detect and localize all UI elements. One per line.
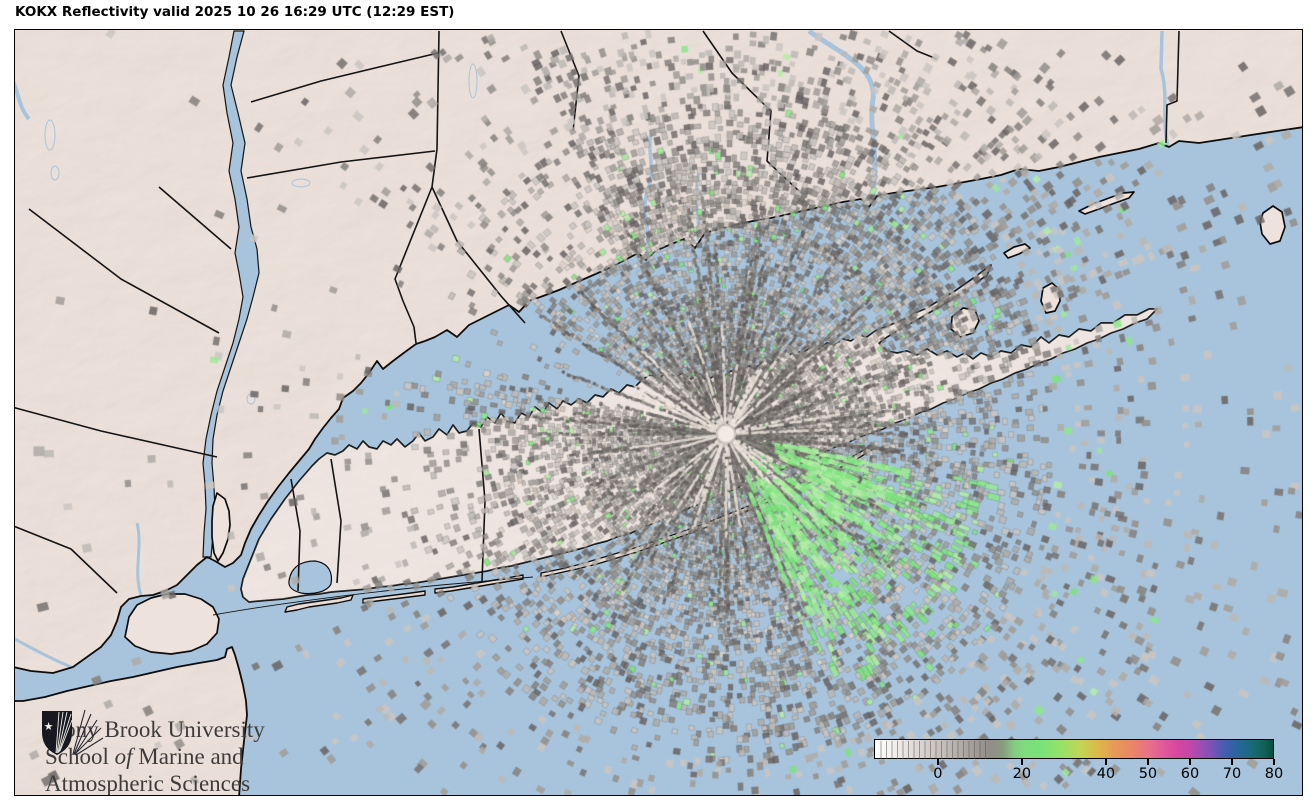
colorbar-tick (1189, 759, 1191, 765)
radar-clutter-canvas (15, 30, 1302, 795)
shield-icon: ★ (42, 709, 104, 756)
shield-star: ★ (44, 720, 54, 733)
stony-brook-logo: ★ Stony Brook University School of Marin… (39, 708, 265, 796)
page-title: KOKX Reflectivity valid 2025 10 26 16:29… (15, 4, 455, 20)
reflectivity-colorbar: 0 20 40 50 60 70 80 (874, 739, 1283, 785)
colorbar-tick-label: 60 (1180, 766, 1200, 782)
colorbar-tick (1273, 759, 1275, 765)
colorbar-tick (1021, 759, 1023, 765)
colorbar-tick (1105, 759, 1107, 765)
colorbar-tick-label: 40 (1096, 766, 1116, 782)
colorbar-tick (1231, 759, 1233, 765)
logo-line-3: Atmospheric Sciences (45, 771, 251, 796)
colorbar-tick-label: 80 (1264, 766, 1284, 782)
colorbar-tick-label: 70 (1222, 766, 1242, 782)
colorbar-tick-label: 0 (933, 766, 943, 782)
colorbar-gradient (874, 739, 1274, 759)
colorbar-tick-label: 50 (1138, 766, 1158, 782)
colorbar-tick (1147, 759, 1149, 765)
colorbar-tick-label: 20 (1012, 766, 1032, 782)
radar-map: ★ Stony Brook University School of Marin… (14, 29, 1303, 796)
colorbar-step-lines (876, 741, 990, 759)
colorbar-tick (937, 759, 939, 765)
